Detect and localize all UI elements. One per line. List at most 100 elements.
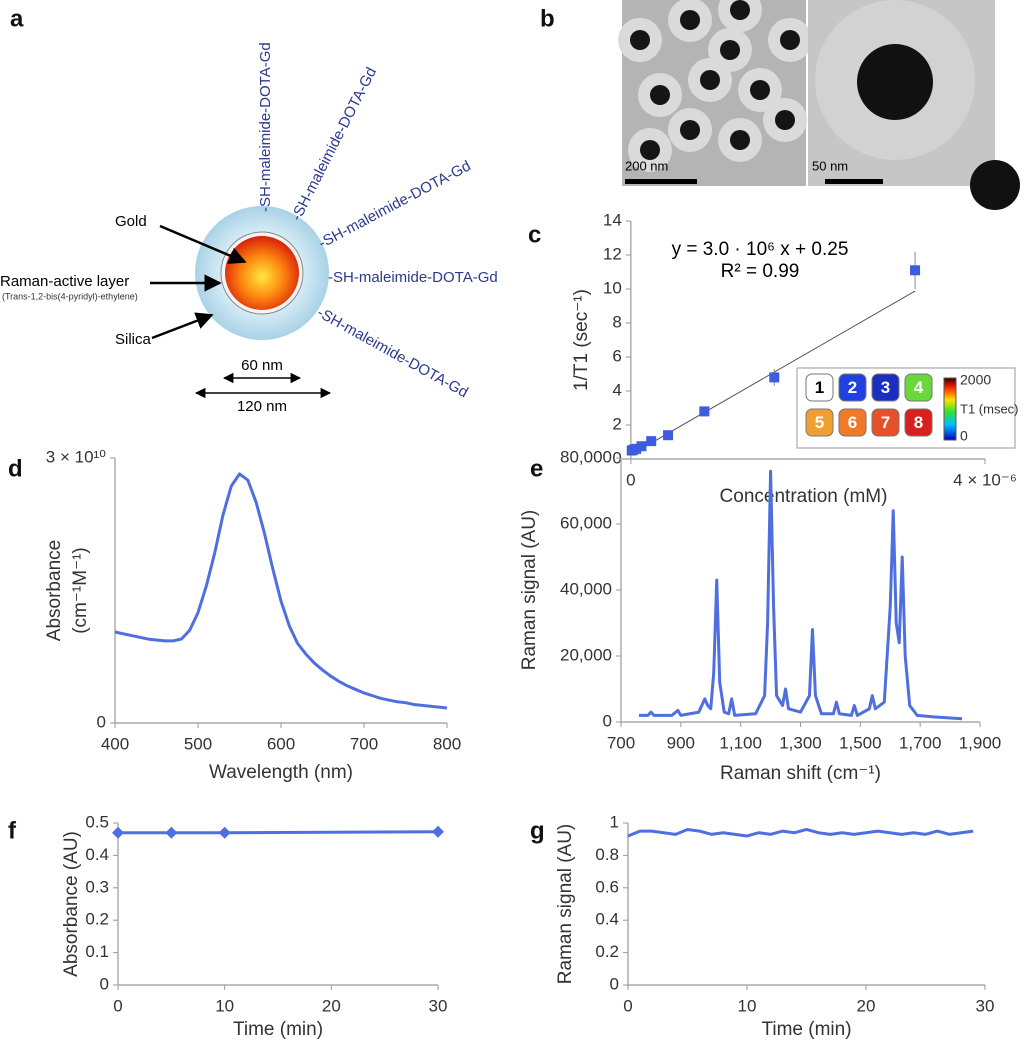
point xyxy=(631,443,642,454)
line xyxy=(638,469,963,721)
phantom-label: 3 xyxy=(881,378,890,397)
arrow xyxy=(151,312,214,340)
outer-diameter: 120 nm xyxy=(237,398,287,415)
y-tick-label: 2 xyxy=(612,414,621,433)
arrow xyxy=(159,224,247,264)
phantom-label: 5 xyxy=(815,413,824,432)
phantom-tile xyxy=(904,373,933,402)
marker xyxy=(112,826,124,839)
marker xyxy=(218,826,231,839)
x-tick-label: 0 xyxy=(626,470,635,489)
y-axis-label: 1/T1 (sec⁻¹) xyxy=(571,289,592,391)
line xyxy=(627,827,974,838)
ligand: -SH-maleimide-DOTA-Gd xyxy=(257,42,274,212)
phantom-tile xyxy=(838,373,867,402)
y-tick-label: 0.2 xyxy=(85,910,109,929)
raman-label: Raman-active layer xyxy=(0,273,129,290)
y-axis-label: Absorbance (AU) xyxy=(61,831,82,977)
scale-bar xyxy=(825,179,883,184)
y-tick-label: 60,000 xyxy=(560,513,612,532)
point xyxy=(663,430,674,441)
y-tick-label: 0 xyxy=(603,711,612,730)
x-tick-label: 800 xyxy=(433,734,461,753)
scale-label: 50 nm xyxy=(812,158,848,173)
x-tick-label: 0 xyxy=(113,996,122,1015)
ligand: -SH-maleimide-DOTA-Gd xyxy=(328,269,498,286)
point xyxy=(646,436,657,447)
x-tick-label: 10 xyxy=(738,996,757,1015)
y-tick-label: 0.3 xyxy=(85,877,109,896)
panel-label: b xyxy=(540,5,555,32)
phantom-tile xyxy=(871,373,900,402)
x-tick-label: 10 xyxy=(215,996,234,1015)
y-tick-label: 0.5 xyxy=(85,812,109,831)
gold-core xyxy=(970,160,1020,210)
gold-cores xyxy=(630,0,800,160)
phantom-label: 6 xyxy=(848,413,857,432)
x-tick-label: 900 xyxy=(667,733,695,752)
y-tick-label: 0 xyxy=(610,974,619,993)
ligand: -SH-maleimide-DOTA-Gd xyxy=(316,157,474,252)
y-tick-label: 0 xyxy=(100,974,109,993)
inner-diameter: 60 nm xyxy=(241,357,283,374)
y-tick-label: 14 xyxy=(603,210,622,229)
panel-b: b 200 nm 50 nm xyxy=(540,0,1020,210)
y-axis-label: Absorbance xyxy=(44,540,65,641)
panel-label: f xyxy=(8,817,17,844)
marker xyxy=(165,826,178,839)
y-tick-label: 0.4 xyxy=(85,845,109,864)
x-axis-label: Time (min) xyxy=(761,1019,851,1040)
phantom-tile xyxy=(805,373,834,402)
y-tick-label: 0.4 xyxy=(595,910,619,929)
phantom-tile xyxy=(838,408,867,437)
x-tick-label: 0 xyxy=(623,996,632,1015)
colorbar-min: 0 xyxy=(960,428,968,444)
colorbar-label: T1 (msec) xyxy=(960,401,1019,416)
trendline-equation: y = 3.0 · 10⁶ x + 0.25 xyxy=(672,239,849,260)
y-tick-label: 0.6 xyxy=(595,877,619,896)
point xyxy=(769,372,780,383)
x-tick-label: 1,500 xyxy=(839,733,882,752)
y-axis-label: (cm⁻¹M⁻¹) xyxy=(70,547,91,634)
y-axis-label: Raman signal (AU) xyxy=(519,510,540,671)
x-tick-label: 1,900 xyxy=(959,733,1002,752)
ligand: -SH-maleimide-DOTA-Gd xyxy=(314,304,471,401)
phantom-label: 4 xyxy=(914,378,924,397)
y-tick-label: 0.2 xyxy=(595,942,619,961)
y-tick-label: 0 xyxy=(97,712,106,731)
x-tick-label: 1,700 xyxy=(899,733,942,752)
point xyxy=(910,265,921,276)
x-tick-label: 20 xyxy=(322,996,341,1015)
y-tick-label: 4 xyxy=(612,380,621,399)
y-tick-label: 8 xyxy=(612,312,621,331)
r-squared: R² = 0.99 xyxy=(721,261,800,282)
line xyxy=(114,472,448,710)
panel-label: c xyxy=(528,221,541,248)
scale-bar xyxy=(625,179,697,184)
x-tick-label: 4 × 10⁻⁶ xyxy=(953,470,1017,489)
x-axis-label: Concentration (mM) xyxy=(720,486,888,507)
point xyxy=(636,441,647,452)
x-tick-label: 1,100 xyxy=(719,733,762,752)
x-tick-label: 500 xyxy=(184,734,212,753)
gold-core xyxy=(225,236,299,310)
x-tick-label: 20 xyxy=(857,996,876,1015)
phantom-tile xyxy=(805,408,834,437)
panel-label: d xyxy=(8,455,23,482)
x-tick-label: 30 xyxy=(429,996,448,1015)
colorbar xyxy=(943,377,957,441)
y-tick-label: 0.8 xyxy=(595,845,619,864)
x-axis-label: Time (min) xyxy=(233,1019,323,1040)
y-tick-label: 0.1 xyxy=(85,942,109,961)
phantom-tile xyxy=(904,408,933,437)
y-tick-label: 80,000 xyxy=(560,447,612,466)
x-axis-label: Wavelength (nm) xyxy=(209,762,353,783)
raman-molecule: (Trans-1,2-bis(4-pyridyl)-ethylene) xyxy=(2,291,138,301)
phantom-tile xyxy=(871,408,900,437)
panel-label: e xyxy=(530,455,543,482)
y-axis-label: Raman signal (AU) xyxy=(555,824,576,985)
marker xyxy=(432,825,444,838)
y-tick-label: 12 xyxy=(603,244,622,263)
x-tick-label: 700 xyxy=(350,734,378,753)
